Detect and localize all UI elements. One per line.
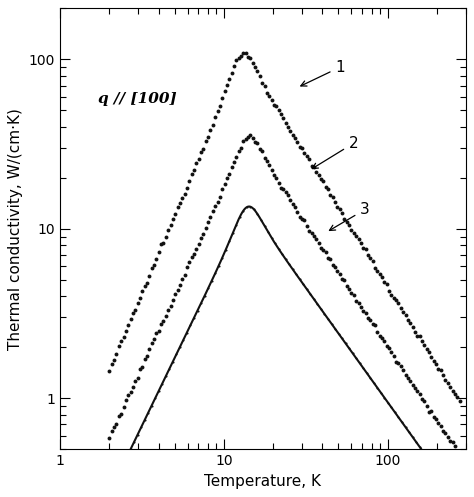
Y-axis label: Thermal conductivity, W/(cm·K): Thermal conductivity, W/(cm·K)	[9, 108, 23, 350]
Text: 3: 3	[329, 202, 370, 231]
Text: q // [100]: q // [100]	[98, 92, 177, 106]
Text: 2: 2	[312, 136, 358, 168]
Text: 1: 1	[301, 60, 345, 86]
X-axis label: Temperature, K: Temperature, K	[204, 474, 321, 489]
